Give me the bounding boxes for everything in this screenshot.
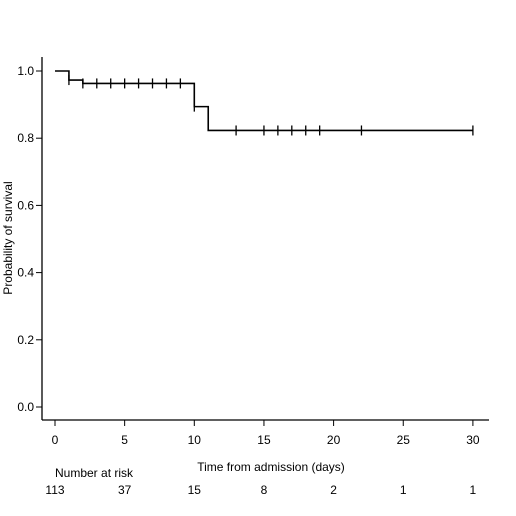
risk-table: 113 37 15 8 2 1 1 [45, 483, 476, 497]
censor-marks [68, 75, 474, 136]
risk-count: 1 [470, 483, 477, 497]
risk-table-label: Number at risk [55, 466, 134, 480]
y-tick-label: 0.2 [17, 333, 34, 347]
axes [41, 57, 489, 421]
x-tick-label: 0 [52, 433, 59, 447]
y-tick-label: 0.4 [17, 266, 34, 280]
x-tick-label: 5 [121, 433, 128, 447]
risk-count: 37 [118, 483, 132, 497]
x-tick-label: 25 [397, 433, 411, 447]
x-tick-label: 20 [327, 433, 341, 447]
y-tick-label: 1.0 [17, 64, 34, 78]
x-axis-ticks: 0 5 10 15 20 25 30 [52, 420, 480, 447]
risk-count: 2 [330, 483, 337, 497]
risk-count: 1 [400, 483, 407, 497]
x-axis-label: Time from admission (days) [197, 460, 345, 474]
survival-step-line [55, 70, 473, 132]
risk-count: 15 [188, 483, 202, 497]
risk-count: 8 [261, 483, 268, 497]
risk-count: 113 [45, 483, 64, 497]
survival-curve [55, 70, 473, 132]
x-tick-label: 30 [466, 433, 480, 447]
y-tick-label: 0.6 [17, 198, 34, 212]
x-tick-label: 15 [257, 433, 271, 447]
y-axis-label: Probability of survival [1, 181, 15, 294]
y-axis-ticks: 0.0 0.2 0.4 0.6 0.8 1.0 [17, 64, 42, 414]
x-tick-label: 10 [188, 433, 202, 447]
y-tick-label: 0.8 [17, 131, 34, 145]
y-tick-label: 0.0 [17, 400, 34, 414]
